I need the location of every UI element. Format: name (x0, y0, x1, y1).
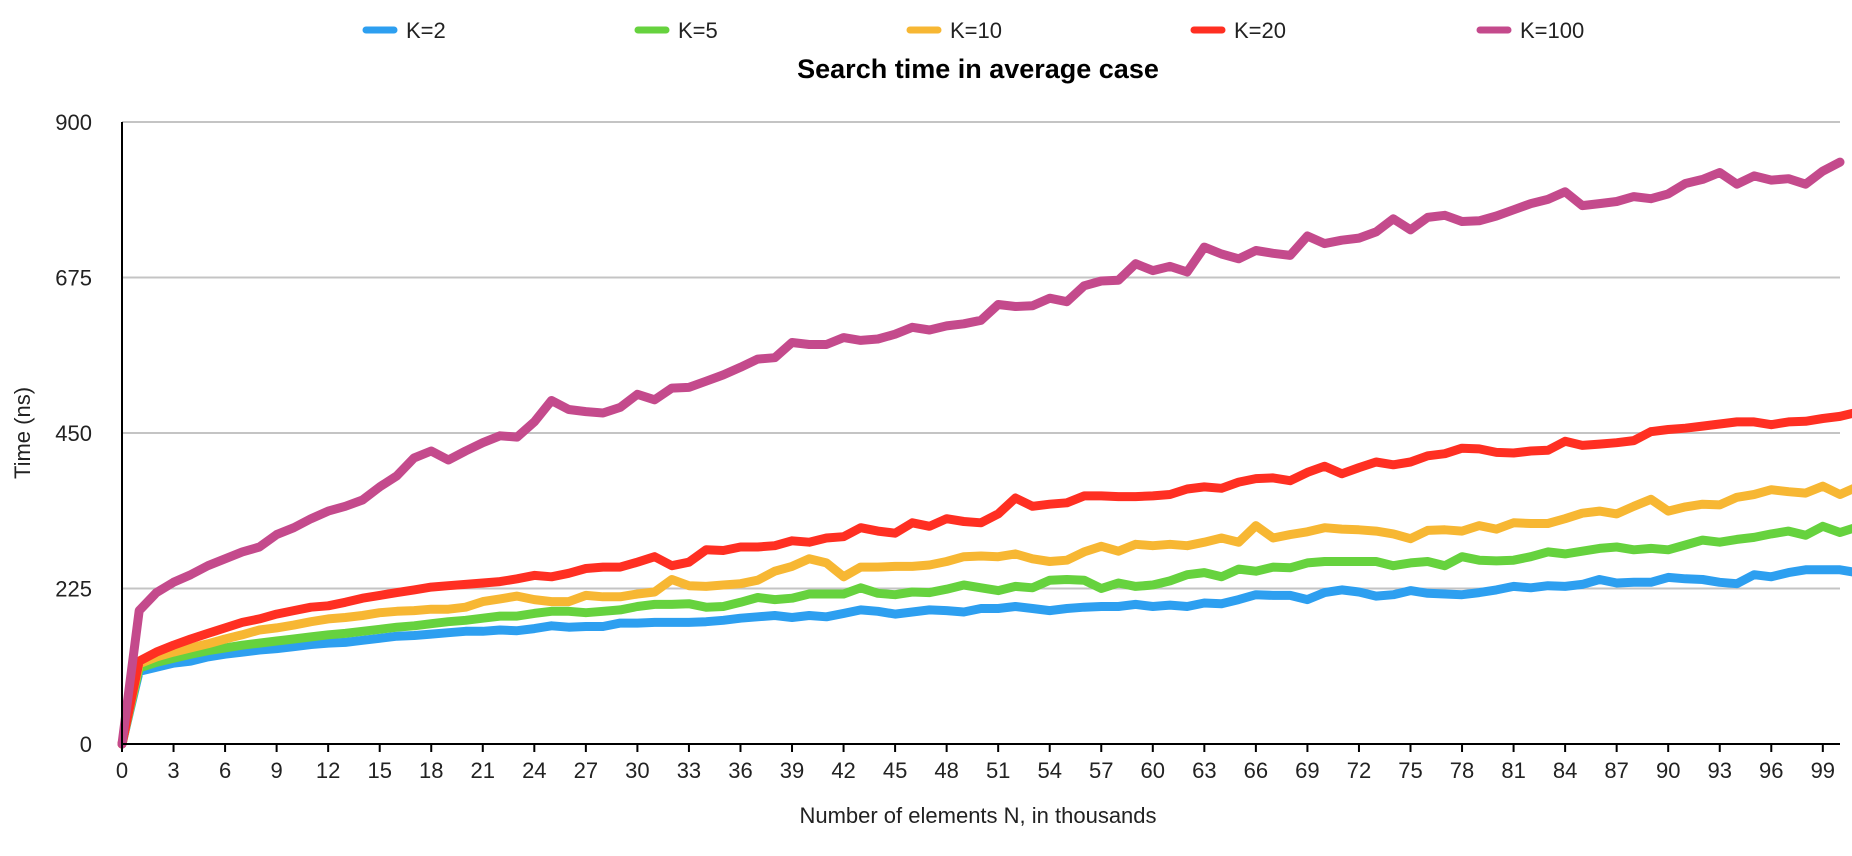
y-tick-label-4: 900 (55, 110, 92, 135)
x-tick-label-6: 18 (419, 758, 443, 783)
y-tick-label-3: 675 (55, 266, 92, 291)
x-axis-ticks: 0 3 6 9 12 15 18 21 24 27 30 33 36 39 42 45 48 51 54 57 60 63… (116, 744, 1835, 783)
x-tick-label-29: 87 (1604, 758, 1628, 783)
x-tick-label-18: 54 (1037, 758, 1061, 783)
series-line-k-5 (117, 521, 1852, 749)
x-tick-label-9: 27 (574, 758, 598, 783)
legend-label-3: K=20 (1234, 18, 1286, 43)
y-tick-label-0: 0 (80, 732, 92, 757)
x-tick-label-4: 12 (316, 758, 340, 783)
legend-label-4: K=100 (1520, 18, 1584, 43)
x-tick-label-8: 24 (522, 758, 546, 783)
x-tick-label-13: 39 (780, 758, 804, 783)
x-tick-label-12: 36 (728, 758, 752, 783)
axes (121, 122, 1840, 745)
series-group (117, 157, 1852, 749)
y-tick-label-1: 225 (55, 577, 92, 602)
x-tick-label-32: 96 (1759, 758, 1783, 783)
x-tick-label-33: 99 (1811, 758, 1835, 783)
x-tick-label-21: 63 (1192, 758, 1216, 783)
x-tick-label-23: 69 (1295, 758, 1319, 783)
y-axis-label: Time (ns) (10, 387, 35, 479)
x-tick-label-0: 0 (116, 758, 128, 783)
x-tick-label-11: 33 (677, 758, 701, 783)
x-tick-label-27: 81 (1501, 758, 1525, 783)
series-line-k-10 (117, 481, 1852, 749)
series-line-k-2 (117, 565, 1852, 749)
x-tick-label-20: 60 (1141, 758, 1165, 783)
x-tick-label-2: 6 (219, 758, 231, 783)
x-tick-label-1: 3 (167, 758, 179, 783)
y-tick-label-2: 450 (55, 421, 92, 446)
x-tick-label-22: 66 (1244, 758, 1268, 783)
x-tick-label-19: 57 (1089, 758, 1113, 783)
x-tick-label-5: 15 (367, 758, 391, 783)
series-line-k-100 (117, 157, 1845, 749)
x-tick-label-28: 84 (1553, 758, 1577, 783)
x-axis-label: Number of elements N, in thousands (799, 803, 1156, 828)
x-tick-label-7: 21 (471, 758, 495, 783)
legend-label-1: K=5 (678, 18, 718, 43)
x-tick-label-14: 42 (831, 758, 855, 783)
legend: K=2 K=5 K=10 K=20 K=100 (362, 18, 1584, 43)
x-tick-label-30: 90 (1656, 758, 1680, 783)
legend-label-2: K=10 (950, 18, 1002, 43)
x-tick-label-3: 9 (270, 758, 282, 783)
x-tick-label-31: 93 (1707, 758, 1731, 783)
x-tick-label-26: 78 (1450, 758, 1474, 783)
y-axis-ticks: 0 225 450 675 900 (55, 110, 92, 757)
x-tick-label-24: 72 (1347, 758, 1371, 783)
x-tick-label-15: 45 (883, 758, 907, 783)
legend-label-0: K=2 (406, 18, 446, 43)
chart-title: Search time in average case (797, 54, 1159, 84)
x-tick-label-17: 51 (986, 758, 1010, 783)
x-tick-label-25: 75 (1398, 758, 1422, 783)
x-tick-label-10: 30 (625, 758, 649, 783)
series-line-k-20 (117, 408, 1852, 749)
x-tick-label-16: 48 (934, 758, 958, 783)
